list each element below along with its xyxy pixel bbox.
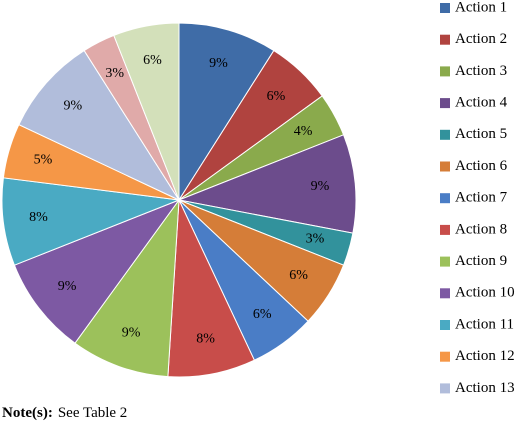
data-label: 8% [29,210,48,225]
legend-text: Action 11 [455,316,514,332]
data-label: 6% [253,307,272,322]
pie-slice [113,22,180,201]
legend-text: Action 8 [455,221,507,237]
pie-slice [167,199,256,378]
data-label: 3% [105,66,124,81]
pie-slice [178,22,275,202]
data-label: 5% [34,153,53,168]
pie-slice [13,198,181,344]
legend-text: Action 2 [455,31,507,47]
pie-slice [18,49,181,202]
pie-slice [74,198,180,378]
data-label: 6% [289,268,308,283]
legend-text: Action 7 [455,190,508,206]
note-text: See Table 2 [58,405,128,421]
legend-swatch [440,129,450,140]
data-label: 9% [58,279,77,294]
legend-swatch [440,3,450,13]
legend-swatch [440,288,450,299]
data-label: 9% [209,56,228,71]
legend-text: Action 5 [455,126,507,142]
legend-swatch [440,34,450,45]
data-label: 8% [196,331,215,346]
note-label: Note(s): [2,405,53,421]
legend-text: Action 13 [455,380,515,396]
legend-swatch [440,193,450,204]
legend-text: Action 9 [455,253,507,269]
legend-swatch [440,320,450,330]
data-label: 9% [311,179,330,194]
data-label: 6% [143,53,162,68]
pie-slice [177,134,357,234]
legend-text: Action 1 [455,0,507,15]
legend-swatch [440,256,450,267]
legend-swatch [440,351,450,362]
data-label: 6% [267,89,286,104]
data-label: 9% [63,99,82,114]
legend-swatch [440,383,450,394]
legend-text: Action 4 [455,95,508,111]
legend-swatch [440,98,450,109]
legend-swatch [440,161,450,172]
legend-text: Action 12 [455,348,515,364]
data-label: 3% [306,232,325,247]
data-label: 9% [122,325,141,340]
legend-text: Action 3 [455,63,507,79]
note: Note(s): See Table 2 [2,405,127,421]
legend-swatch [440,224,450,235]
legend-swatch [440,66,450,77]
legend-text: Action 6 [455,158,508,174]
pie-slice [1,177,180,266]
legend-text: Action 10 [455,285,515,301]
data-label: 4% [294,124,313,139]
